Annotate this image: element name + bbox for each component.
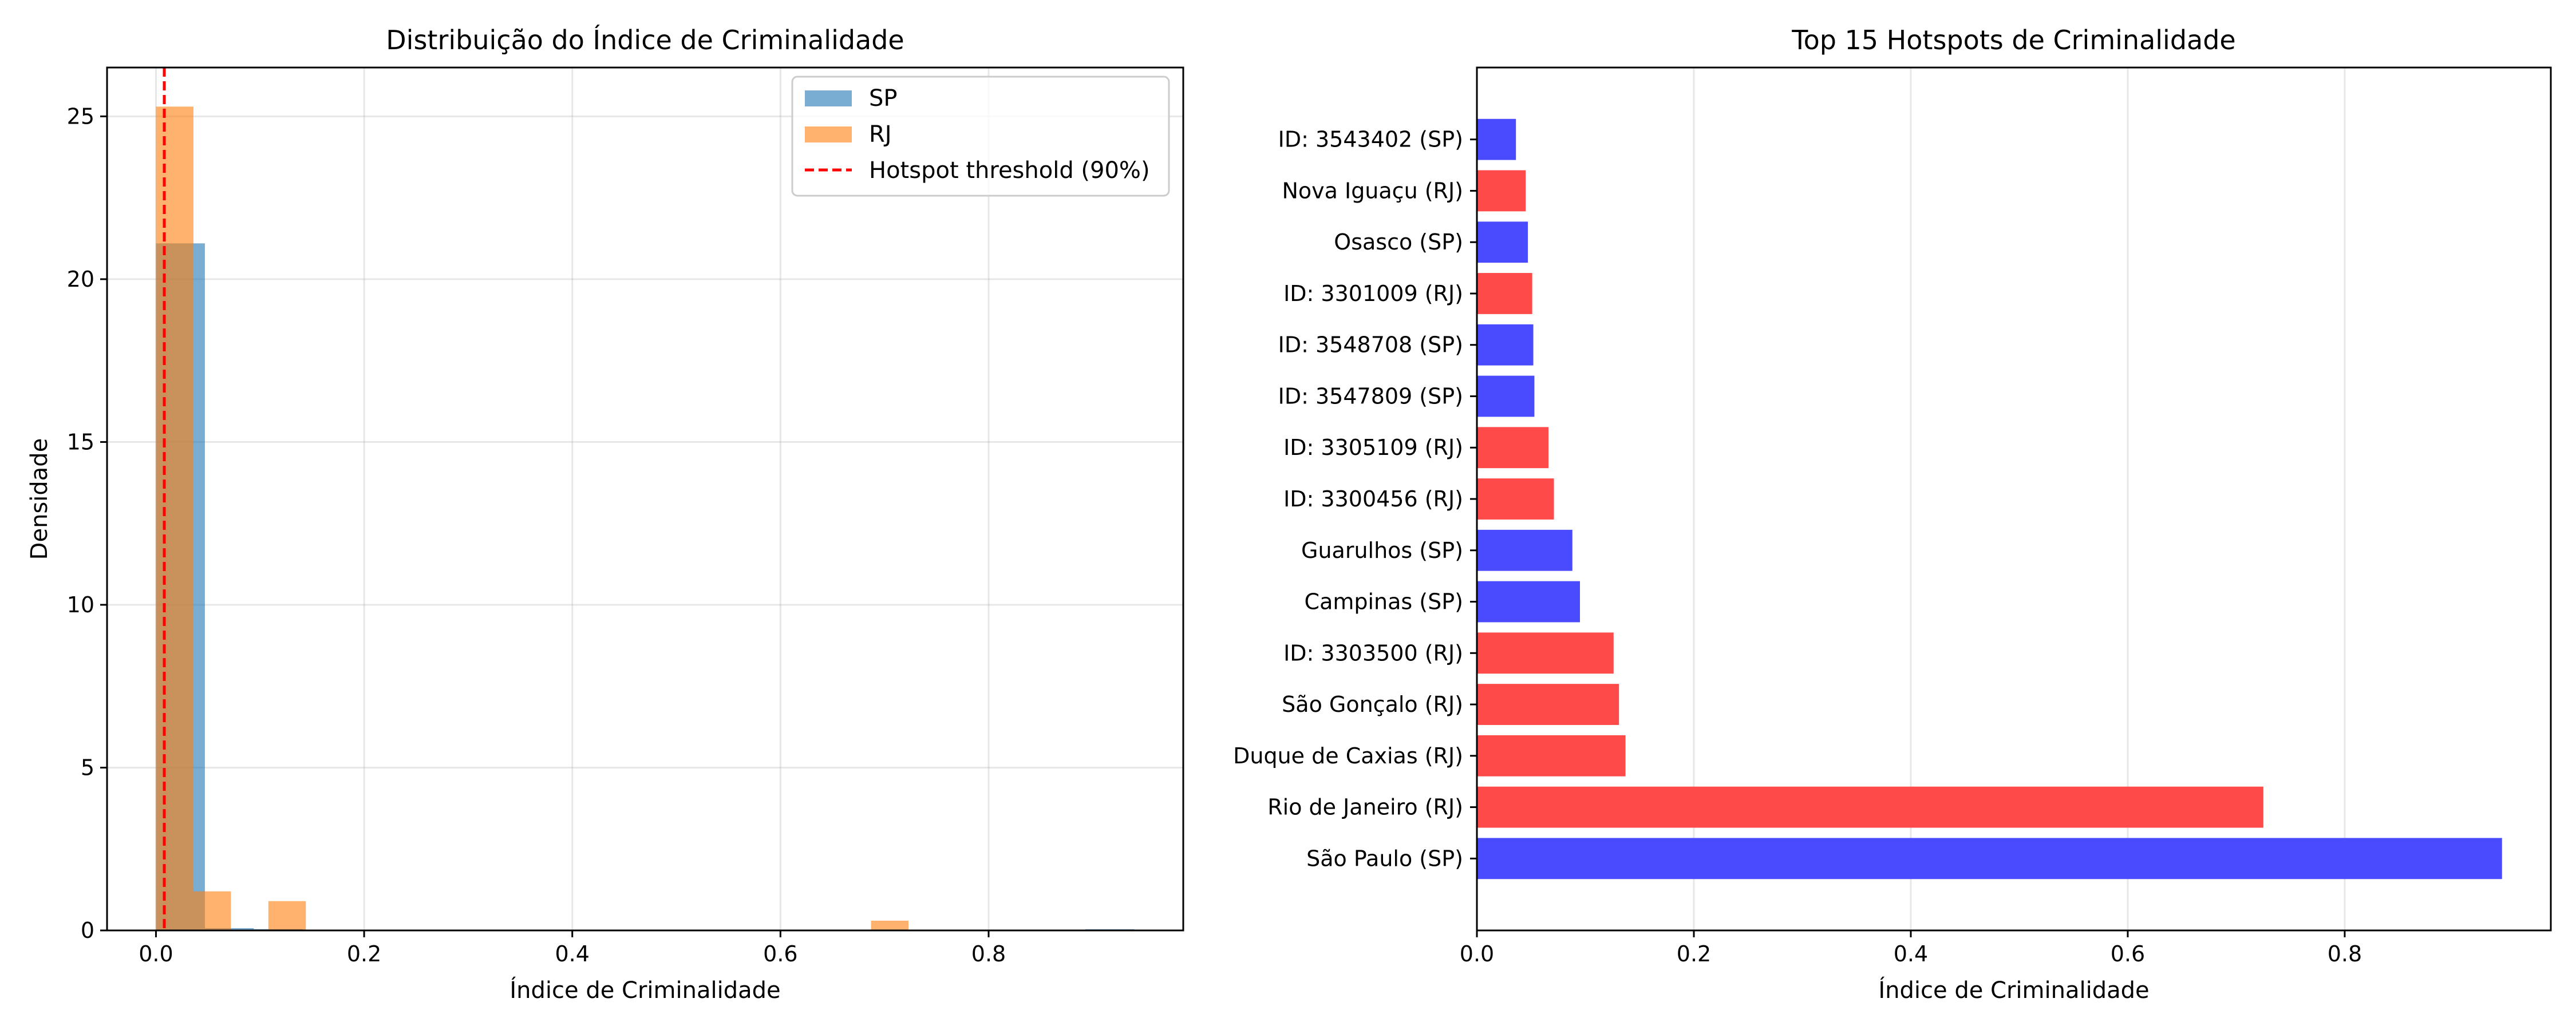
hotspot-bar — [1477, 170, 1526, 212]
hotspots-panel: Top 15 Hotspots de Criminalidade 0.0 0.2 0… — [1233, 25, 2552, 1004]
histogram-bin-rj — [156, 106, 193, 931]
hotspot-category-label: Osasco (SP) — [1334, 229, 1463, 255]
hotspot-bar — [1477, 478, 1554, 520]
hotspots-x-tick-label: 0.2 — [1677, 941, 1711, 966]
histogram-y-tick-label: 15 — [67, 429, 94, 454]
hotspots-bars — [1477, 118, 2502, 880]
histogram-y-axis-label: Densidade — [26, 438, 53, 560]
histogram-y-tick-label: 0 — [81, 918, 94, 943]
hotspot-category-label: Rio de Janeiro (RJ) — [1267, 795, 1463, 820]
legend-swatch-sp — [805, 90, 852, 106]
hotspot-bar — [1477, 375, 1535, 417]
hotspot-category-label: Nova Iguaçu (RJ) — [1282, 178, 1463, 203]
histogram-y-tick-label: 25 — [67, 104, 94, 129]
hotspot-category-label: ID: 3300456 (RJ) — [1283, 486, 1463, 512]
histogram-legend: SP RJ Hotspot threshold (90%) — [791, 76, 1170, 197]
hotspots-x-tick-label: 0.6 — [2111, 941, 2145, 966]
hotspot-bar — [1477, 735, 1626, 777]
histogram-bars — [156, 106, 1135, 931]
hotspot-category-label: ID: 3303500 (RJ) — [1283, 640, 1463, 665]
hotspot-bar — [1477, 273, 1532, 314]
hotspot-bar — [1477, 632, 1614, 674]
hotspots-x-axis-label: Índice de Criminalidade — [1878, 976, 2149, 1004]
hotspot-category-label: ID: 3548708 (SP) — [1278, 332, 1463, 358]
histogram-x-ticks: 0.0 0.2 0.4 0.6 0.8 — [139, 930, 1006, 966]
hotspot-bar — [1477, 427, 1549, 469]
hotspot-bar — [1477, 221, 1528, 263]
hotspot-bar — [1477, 838, 2502, 880]
histogram-x-tick-label: 0.2 — [347, 941, 381, 966]
hotspot-bar — [1477, 324, 1534, 366]
histogram-bin-rj — [871, 920, 908, 930]
histogram-bin-rj — [193, 891, 231, 930]
histogram-bin-rj — [268, 901, 306, 930]
hotspots-x-tick-label: 0.4 — [1894, 941, 1928, 966]
hotspot-category-label: ID: 3301009 (RJ) — [1283, 281, 1463, 306]
hotspot-bar — [1477, 118, 1516, 160]
hotspot-bar — [1477, 529, 1573, 571]
histogram-title: Distribuição do Índice de Criminalidade — [386, 25, 904, 56]
hotspots-x-ticks: 0.0 0.2 0.4 0.6 0.8 — [1460, 930, 2362, 966]
hotspot-category-label: ID: 3547809 (SP) — [1278, 383, 1463, 409]
histogram-y-tick-label: 20 — [67, 267, 94, 292]
legend-label-sp: SP — [869, 85, 898, 112]
histogram-y-tick-label: 5 — [81, 755, 94, 780]
legend-swatch-rj — [805, 126, 852, 142]
hotspot-bar — [1477, 581, 1581, 623]
histogram-plot-frame — [106, 66, 1184, 932]
histogram-x-tick-label: 0.4 — [555, 941, 590, 966]
histogram-panel: Distribuição do Índice de Criminalidade … — [26, 25, 1184, 1004]
hotspot-category-label: São Gonçalo (RJ) — [1282, 692, 1463, 717]
hotspot-category-label: Campinas (SP) — [1305, 589, 1463, 615]
hotspot-category-label: ID: 3305109 (RJ) — [1283, 435, 1463, 460]
histogram-x-axis-label: Índice de Criminalidade — [509, 976, 780, 1004]
histogram-x-tick-label: 0.8 — [971, 941, 1006, 966]
legend-label-rj: RJ — [869, 121, 892, 148]
histogram-y-ticks: 0 5 10 15 20 25 — [67, 104, 107, 943]
hotspots-x-tick-label: 0.0 — [1460, 941, 1494, 966]
hotspot-category-label: São Paulo (SP) — [1306, 846, 1463, 871]
histogram-y-tick-label: 10 — [67, 592, 94, 617]
hotspot-bar — [1477, 786, 2263, 828]
legend-frame — [791, 76, 1170, 197]
hotspot-category-label: Guarulhos (SP) — [1301, 538, 1463, 563]
hotspot-category-label: ID: 3543402 (SP) — [1278, 127, 1463, 152]
hotspot-category-label: Duque de Caxias (RJ) — [1233, 743, 1463, 768]
hotspots-x-tick-label: 0.8 — [2328, 941, 2362, 966]
hotspots-title: Top 15 Hotspots de Criminalidade — [1791, 25, 2235, 56]
hotspots-category-labels: São Paulo (SP) Rio de Janeiro (RJ) Duque d… — [1233, 127, 1477, 871]
histogram-x-tick-label: 0.0 — [139, 941, 173, 966]
legend-label-threshold: Hotspot threshold (90%) — [869, 157, 1150, 184]
histogram-x-tick-label: 0.6 — [763, 941, 797, 966]
hotspot-bar — [1477, 684, 1619, 725]
